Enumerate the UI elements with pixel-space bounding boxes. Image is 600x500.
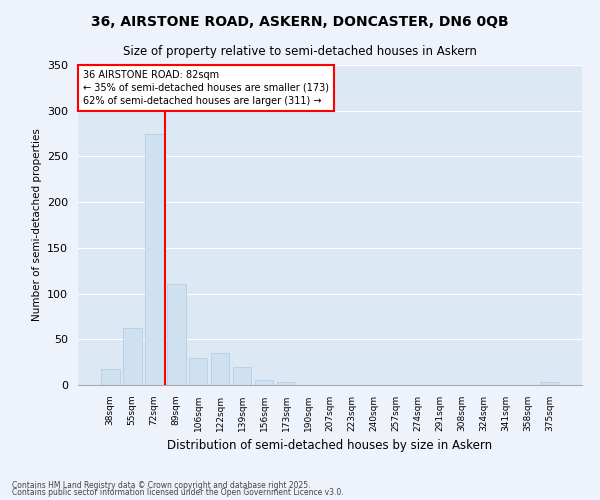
Bar <box>277 382 295 385</box>
Bar <box>255 380 274 385</box>
Bar <box>541 382 559 385</box>
Text: 36 AIRSTONE ROAD: 82sqm
← 35% of semi-detached houses are smaller (173)
62% of s: 36 AIRSTONE ROAD: 82sqm ← 35% of semi-de… <box>83 70 329 106</box>
Text: 36, AIRSTONE ROAD, ASKERN, DONCASTER, DN6 0QB: 36, AIRSTONE ROAD, ASKERN, DONCASTER, DN… <box>91 15 509 29</box>
Bar <box>101 370 119 385</box>
Bar <box>189 358 208 385</box>
Text: Contains HM Land Registry data © Crown copyright and database right 2025.: Contains HM Land Registry data © Crown c… <box>12 480 311 490</box>
Text: Size of property relative to semi-detached houses in Askern: Size of property relative to semi-detach… <box>123 45 477 58</box>
Bar <box>167 284 185 385</box>
Bar <box>123 328 142 385</box>
Y-axis label: Number of semi-detached properties: Number of semi-detached properties <box>32 128 41 322</box>
Bar <box>211 353 229 385</box>
Text: Contains public sector information licensed under the Open Government Licence v3: Contains public sector information licen… <box>12 488 344 497</box>
Bar <box>145 134 164 385</box>
Bar <box>233 366 251 385</box>
X-axis label: Distribution of semi-detached houses by size in Askern: Distribution of semi-detached houses by … <box>167 440 493 452</box>
